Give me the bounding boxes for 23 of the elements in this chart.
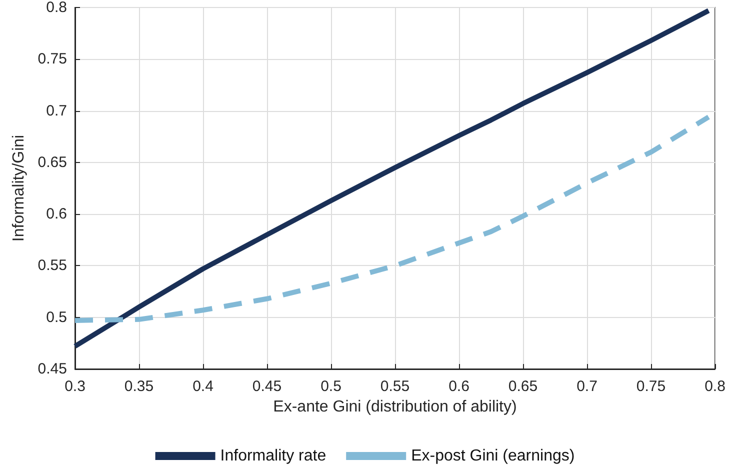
y-tick-label: 0.5 — [46, 308, 67, 326]
y-axis-title: Informality/Gini — [10, 134, 28, 242]
x-tick-label: 0.6 — [448, 378, 470, 395]
x-tick-label: 0.75 — [636, 378, 666, 395]
x-tick-label: 0.7 — [576, 378, 598, 395]
x-tick-label: 0.55 — [380, 378, 410, 395]
y-tick-label: 0.8 — [46, 0, 67, 16]
x-tick-label: 0.8 — [704, 378, 726, 395]
y-tick-label: 0.6 — [46, 206, 67, 223]
x-tick-label: 0.5 — [320, 378, 342, 395]
x-tick-label: 0.3 — [64, 378, 86, 395]
y-tick-label: 0.65 — [38, 154, 67, 171]
y-tick-label: 0.7 — [46, 102, 67, 120]
x-tick-label: 0.45 — [252, 378, 282, 395]
x-axis-title: Ex-ante Gini (distribution of ability) — [273, 398, 517, 416]
y-tick-label: 0.45 — [38, 360, 67, 378]
legend-label: Ex-post Gini (earnings) — [411, 448, 575, 464]
y-tick-label: 0.75 — [38, 50, 67, 68]
x-tick-label: 0.35 — [124, 378, 154, 395]
x-tick-label: 0.65 — [508, 378, 538, 395]
x-tick-label: 0.4 — [192, 378, 214, 395]
y-tick-label: 0.55 — [38, 257, 67, 274]
legend-label: Informality rate — [220, 448, 326, 464]
